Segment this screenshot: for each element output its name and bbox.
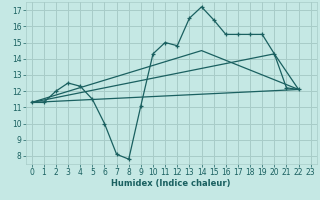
X-axis label: Humidex (Indice chaleur): Humidex (Indice chaleur) xyxy=(111,179,231,188)
